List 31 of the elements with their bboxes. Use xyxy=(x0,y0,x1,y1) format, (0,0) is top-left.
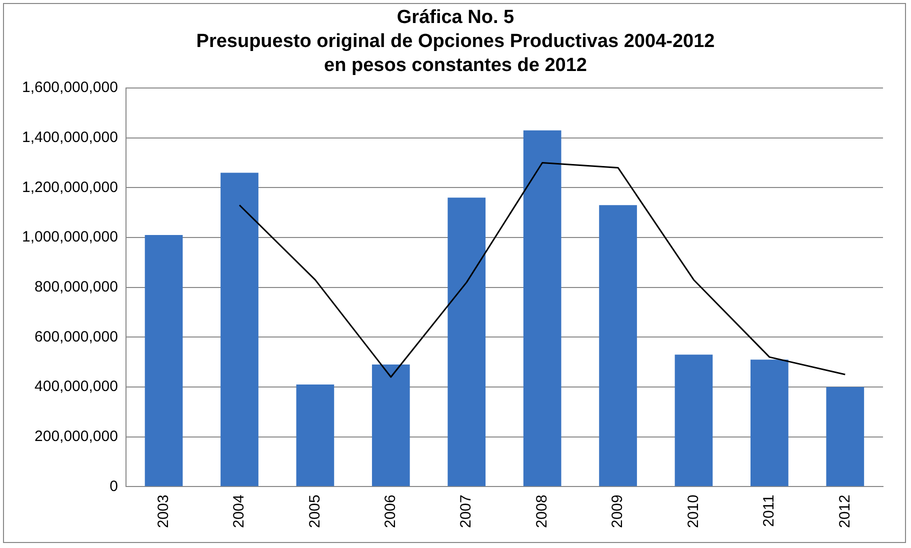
x-tick-label: 2004 xyxy=(230,494,248,528)
x-tick-label: 2011 xyxy=(760,494,778,527)
bar xyxy=(523,130,562,486)
y-tick-label: 800,000,000 xyxy=(34,278,118,296)
y-tick-label: 1,000,000,000 xyxy=(22,228,118,246)
x-tick-label: 2005 xyxy=(306,494,324,528)
chart-subtitle: Presupuesto original de Opciones Productivas 2004-2012 en pesos constantes de 2012 xyxy=(195,30,716,78)
y-tick-label: 400,000,000 xyxy=(34,378,118,396)
y-tick-label: 1,200,000,000 xyxy=(22,178,118,196)
x-tick-label: 2008 xyxy=(533,494,550,528)
x-tick-label: 2012 xyxy=(836,494,854,528)
y-tick-label: 1,600,000,000 xyxy=(22,79,118,96)
bar xyxy=(220,172,258,486)
bar xyxy=(372,364,410,486)
bar xyxy=(826,386,864,486)
x-tick-label: 2003 xyxy=(154,494,172,528)
x-tick-label: 2009 xyxy=(609,494,626,528)
y-tick-label: 600,000,000 xyxy=(34,328,118,346)
bar xyxy=(599,205,637,486)
bar xyxy=(144,234,183,486)
bar xyxy=(448,198,486,486)
x-tick-label: 2010 xyxy=(684,494,702,528)
y-tick-label: 0 xyxy=(110,478,118,495)
y-tick-label: 1,400,000,000 xyxy=(22,128,118,146)
x-tick-label: 2006 xyxy=(382,494,400,528)
chart-title: Gráfica No. 5 xyxy=(396,6,516,30)
y-tick-label: 200,000,000 xyxy=(34,428,118,445)
x-tick-label: 2007 xyxy=(458,494,475,528)
bar xyxy=(296,384,334,486)
bar xyxy=(750,360,788,486)
bar xyxy=(674,354,713,486)
